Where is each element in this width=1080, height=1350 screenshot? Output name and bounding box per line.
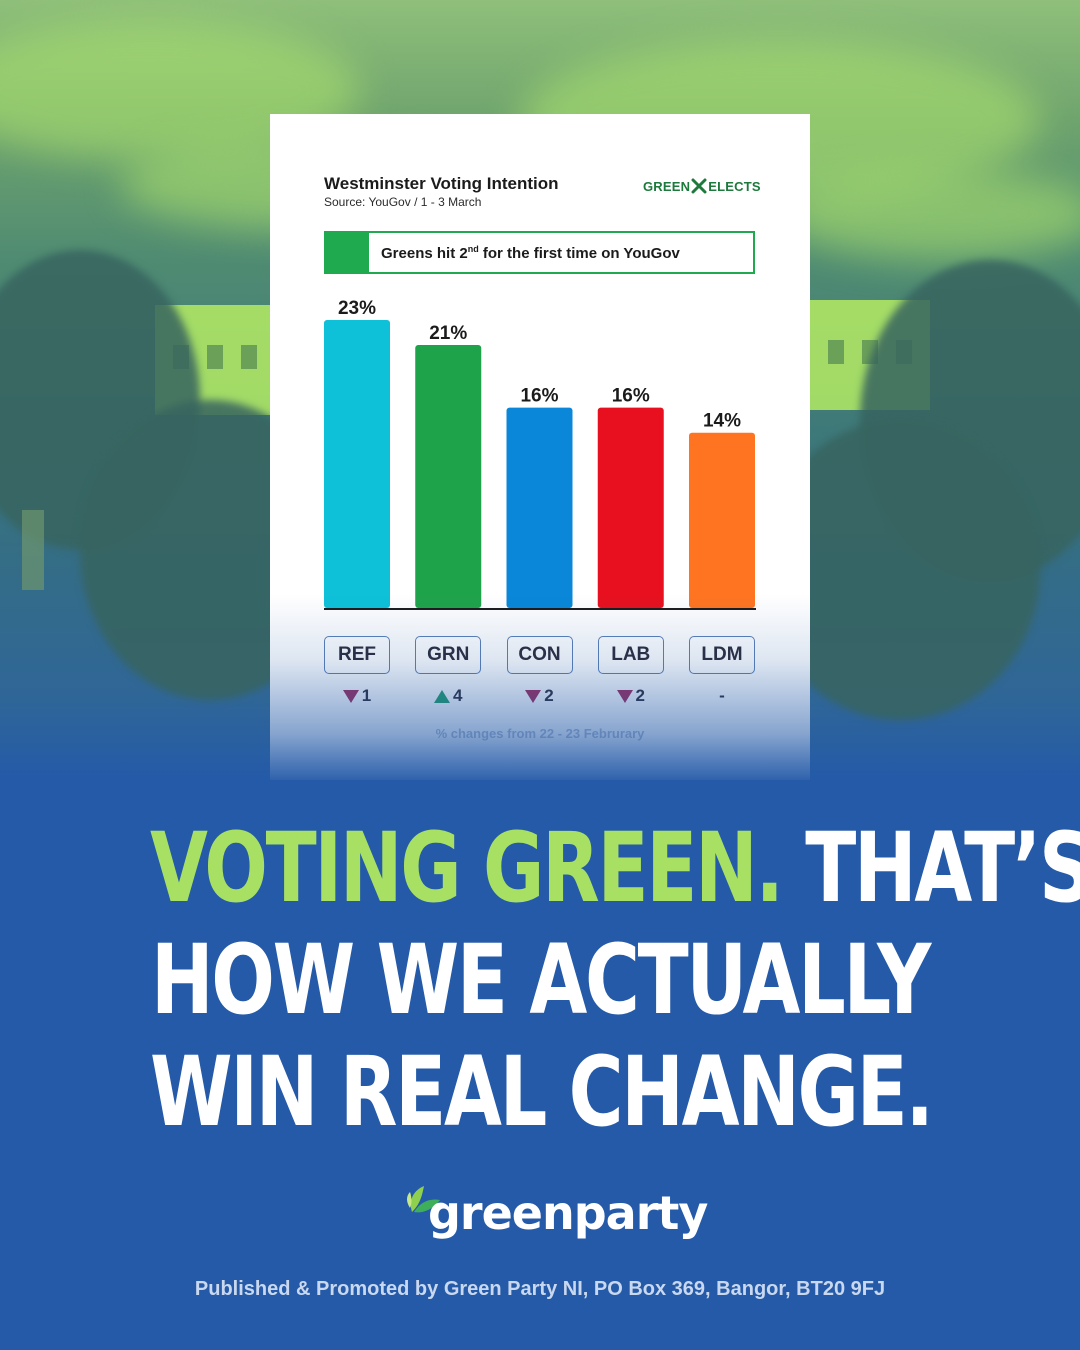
change-grn: 4 [415, 686, 481, 706]
change-value: 4 [453, 686, 463, 705]
change-value: 2 [544, 686, 554, 705]
triangle-down-icon [342, 689, 359, 703]
value-label-ref: 23% [338, 298, 376, 319]
poll-card: Westminster Voting Intention Source: You… [270, 114, 810, 780]
headline-green: VOTING GREEN. [150, 812, 784, 924]
lamp-post [22, 510, 44, 590]
category-label-ldm: LDM [689, 636, 755, 674]
change-ref: 1 [324, 686, 390, 706]
footnote: % changes from 22 - 23 Februrary [435, 726, 645, 741]
value-label-grn: 21% [429, 323, 467, 344]
change-value: 2 [635, 686, 645, 705]
change-ldm: - [689, 686, 755, 706]
callout-text: Greens hit 2nd for the first time on You… [381, 243, 680, 262]
category-label-lab: LAB [597, 636, 664, 674]
bar-con [506, 407, 573, 608]
change-value: - [719, 686, 725, 705]
change-lab: 2 [598, 686, 664, 706]
callout-box: Greens hit 2nd for the first time on You… [324, 231, 755, 274]
change-con: 2 [507, 686, 573, 706]
callout-swatch [326, 232, 369, 273]
headline-line-2: HOW WE ACTUALLY [150, 924, 931, 1036]
headline: VOTING GREEN. THAT’S HOW WE ACTUALLY WIN… [150, 812, 1080, 1148]
headline-line-1: VOTING GREEN. THAT’S [150, 812, 1080, 924]
brand-right: ELECTS [708, 178, 761, 194]
chart-title: Westminster Voting Intention [324, 174, 559, 193]
headline-line-3: WIN REAL CHANGE. [150, 1036, 934, 1148]
bar-grn [415, 345, 482, 608]
logo-text: greenparty [428, 1186, 708, 1240]
leaf-icon [407, 1186, 440, 1213]
headline-white: THAT’S [781, 812, 1080, 924]
triangle-down-icon [616, 689, 633, 703]
x-mark-icon [691, 178, 707, 194]
imprint-text: Published & Promoted by Green Party NI, … [194, 1278, 886, 1300]
bar-lab [597, 407, 664, 608]
value-label-lab: 16% [612, 386, 650, 407]
greenparty-logo: greenparty [406, 1186, 708, 1252]
value-label-ldm: 14% [703, 411, 741, 432]
chart-subtitle: Source: YouGov / 1 - 3 March [324, 195, 482, 209]
value-label-con: 16% [520, 386, 558, 407]
bar-ldm [689, 432, 755, 608]
category-label-con: CON [506, 636, 573, 674]
category-label-grn: GRN [415, 636, 482, 674]
green-elects-logo: GREEN ELECTS [643, 178, 761, 194]
bar-ref [324, 320, 390, 608]
cloud [780, 170, 1080, 260]
triangle-down-icon [525, 689, 542, 703]
triangle-up-icon [434, 689, 451, 703]
category-label-ref: REF [324, 636, 390, 674]
change-value: 1 [361, 686, 372, 705]
brand-left: GREEN [643, 178, 691, 194]
bar-chart: 23% 21% 16% 16% 14% [324, 298, 756, 610]
